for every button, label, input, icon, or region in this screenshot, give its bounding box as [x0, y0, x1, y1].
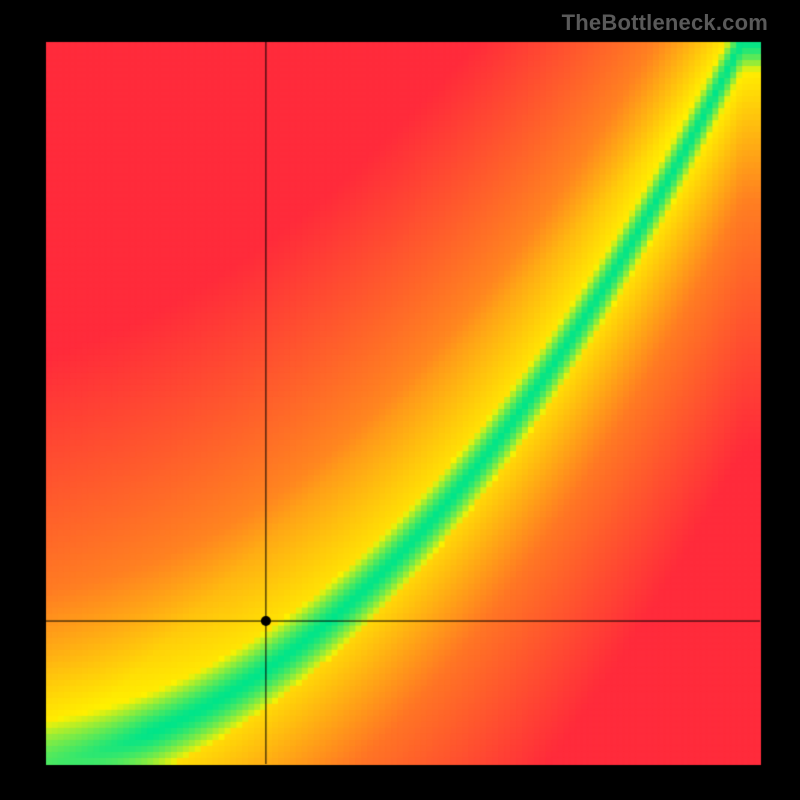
chart-frame: TheBottleneck.com [0, 0, 800, 800]
bottleneck-heatmap [0, 0, 800, 800]
watermark-text: TheBottleneck.com [562, 10, 768, 36]
